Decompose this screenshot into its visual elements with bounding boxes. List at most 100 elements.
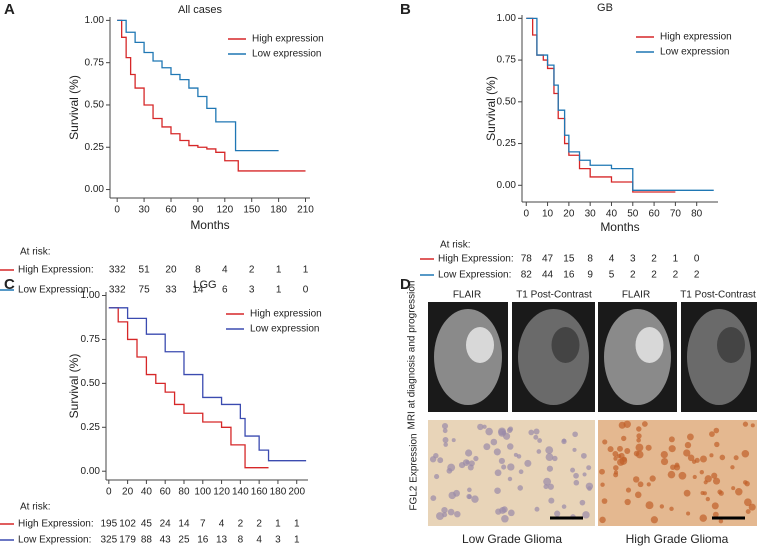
x-axis-label: Months	[600, 220, 639, 234]
x-tick-label: 120	[213, 487, 230, 498]
cell	[545, 446, 554, 455]
risk-label: At risk:	[20, 247, 51, 258]
cell	[683, 449, 691, 457]
cell	[561, 504, 567, 509]
cell	[745, 509, 751, 515]
cell	[669, 506, 674, 512]
cell	[442, 437, 449, 443]
y-tick-label: 0.25	[497, 138, 517, 149]
risk-count: 2	[256, 519, 262, 530]
cell	[660, 450, 668, 459]
cell	[635, 450, 644, 459]
cell	[687, 454, 695, 462]
legend-label: High expression	[250, 309, 322, 320]
cell	[744, 498, 752, 507]
risk-count: 8	[587, 254, 593, 265]
cell	[570, 467, 576, 473]
cell	[465, 449, 473, 457]
image-title: FLAIR	[453, 290, 481, 301]
brain	[518, 309, 589, 405]
cell	[466, 493, 472, 500]
cell	[646, 482, 651, 487]
cell	[429, 456, 437, 463]
risk-row-name: Low Expression:	[18, 285, 91, 296]
cell	[634, 491, 642, 499]
cell	[637, 481, 644, 488]
risk-count: 6	[222, 285, 228, 296]
risk-count: 88	[141, 535, 153, 546]
risk-count: 15	[563, 254, 575, 265]
cell	[694, 457, 700, 463]
x-tick-label: 60	[165, 205, 177, 216]
risk-count: 14	[178, 519, 190, 530]
risk-count: 1	[303, 265, 309, 276]
cell	[501, 464, 507, 470]
cell	[635, 443, 644, 452]
cell	[750, 423, 755, 428]
x-axis-label: Months	[190, 218, 229, 232]
cell	[441, 506, 448, 514]
risk-count: 4	[222, 265, 228, 276]
cell	[573, 479, 580, 486]
cell	[703, 480, 708, 485]
cell	[613, 456, 618, 461]
risk-count: 16	[563, 270, 575, 281]
cell	[686, 433, 694, 441]
cell	[636, 438, 641, 443]
cell	[641, 421, 648, 427]
cell	[649, 475, 656, 482]
cell	[742, 421, 749, 427]
cell	[624, 448, 631, 454]
risk-label: At risk:	[440, 240, 471, 251]
cell	[667, 470, 676, 479]
cell	[714, 441, 720, 448]
risk-count: 20	[165, 265, 177, 276]
cell	[498, 457, 505, 465]
cell	[517, 485, 524, 491]
x-tick-label: 160	[251, 487, 268, 498]
y-axis-label: Survival (%)	[484, 76, 498, 141]
legend-label: Low expression	[250, 324, 319, 335]
lesion	[635, 327, 664, 363]
x-tick-label: 180	[270, 205, 287, 216]
cell	[699, 514, 708, 522]
y-tick-label: 0.50	[85, 100, 105, 111]
legend-label: Low expression	[252, 49, 321, 60]
cell	[465, 460, 470, 465]
legend-label: High expression	[252, 34, 324, 45]
x-tick-label: 30	[139, 205, 151, 216]
cell	[443, 442, 448, 447]
cell	[678, 471, 687, 480]
chart-title: LGG	[193, 279, 216, 291]
y-tick-label: 0.50	[81, 378, 101, 389]
x-tick-label: 120	[216, 205, 233, 216]
cell	[547, 483, 554, 490]
risk-count: 33	[165, 285, 177, 296]
cell	[468, 460, 475, 467]
x-tick-label: 50	[627, 209, 639, 220]
risk-count: 43	[160, 535, 172, 546]
cell	[494, 469, 502, 477]
x-tick-label: 30	[585, 209, 597, 220]
panel-letter: D	[400, 276, 411, 293]
cell	[495, 508, 502, 515]
risk-count: 16	[197, 535, 209, 546]
cell	[730, 465, 735, 470]
group-label: High Grade Glioma	[626, 532, 729, 546]
panel-d: MRI at diagnosis and progression FGL2 Ex…	[407, 281, 757, 546]
cell	[668, 445, 676, 453]
risk-count: 51	[139, 265, 151, 276]
y-tick-label: 0.25	[85, 142, 105, 153]
risk-count: 179	[119, 535, 136, 546]
cell	[506, 427, 513, 433]
risk-count: 2	[673, 270, 679, 281]
cell	[536, 449, 542, 454]
cell	[546, 465, 554, 472]
cell	[582, 511, 590, 519]
risk-row-name: Low Expression:	[18, 535, 91, 546]
cell	[442, 428, 448, 434]
cell	[733, 455, 739, 461]
cell	[545, 453, 554, 461]
cell	[748, 503, 756, 511]
ihc-image	[598, 420, 757, 526]
